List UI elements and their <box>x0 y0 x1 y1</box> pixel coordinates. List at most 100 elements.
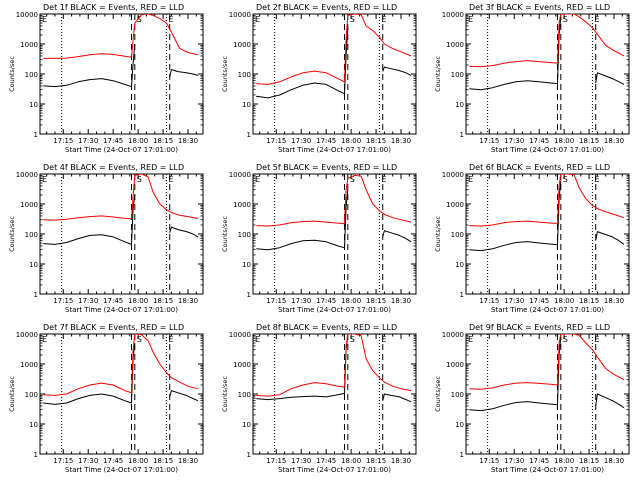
y-tick-label: 100 <box>25 231 38 239</box>
time-marker-label: E <box>168 15 173 24</box>
x-tick-label: 18:15 <box>153 137 173 145</box>
y-tick-label: 10000 <box>16 331 38 339</box>
series-line-events <box>43 194 136 245</box>
x-tick-label: 18:30 <box>178 297 198 305</box>
series-line-lld <box>43 174 199 221</box>
time-marker-label: E <box>468 15 473 24</box>
x-tick-label: 17:45 <box>103 297 123 305</box>
x-tick-label: 18:00 <box>128 457 148 465</box>
y-tick-label: 10 <box>455 261 464 269</box>
series-line-lld <box>43 334 199 396</box>
chart-title: Det 9f BLACK = Events, RED = LLD <box>469 323 610 332</box>
y-tick-label: 10000 <box>442 171 464 179</box>
series-line-events <box>595 231 625 245</box>
time-marker-label: S <box>563 175 568 184</box>
chart-title: Det 3f BLACK = Events, RED = LLD <box>469 3 610 12</box>
series-line-lld <box>256 334 412 397</box>
time-marker-label: S <box>137 15 142 24</box>
y-tick-label: 100 <box>238 71 251 79</box>
x-axis-label: Start Time (24-Oct-07 17:01:00) <box>491 306 604 314</box>
x-tick-label: 17:45 <box>316 457 336 465</box>
series-group <box>256 334 412 403</box>
time-marker-label: E <box>42 15 47 24</box>
series-group <box>43 174 199 245</box>
y-tick-label: 1 <box>247 451 251 459</box>
x-axis-label: Start Time (24-Oct-07 17:01:00) <box>278 146 391 154</box>
y-tick-label: 10 <box>242 101 251 109</box>
y-tick-label: 1 <box>34 451 38 459</box>
x-tick-label: 17:30 <box>78 297 98 305</box>
y-tick-label: 1000 <box>446 361 464 369</box>
plot-frame <box>252 173 417 295</box>
x-tick-label: 18:15 <box>579 137 599 145</box>
x-tick-label: 17:45 <box>529 457 549 465</box>
y-tick-label: 1000 <box>20 201 38 209</box>
series-line-events <box>256 189 349 251</box>
x-tick-label: 18:30 <box>604 457 624 465</box>
y-tick-label: 100 <box>25 71 38 79</box>
y-tick-label: 10 <box>29 101 38 109</box>
x-tick-label: 18:15 <box>366 457 386 465</box>
y-axis-label: Counts/sec <box>221 376 229 412</box>
y-tick-label: 1 <box>460 291 464 299</box>
chart-title: Det 2f BLACK = Events, RED = LLD <box>256 3 397 12</box>
detector-panel: Det 7f BLACK = Events, RED = LLD 1 10 100 10… <box>8 323 204 474</box>
y-axis-label: Counts/sec <box>434 216 442 252</box>
time-marker-label: S <box>350 15 355 24</box>
time-marker-label: E <box>468 175 473 184</box>
time-marker-label: E <box>168 335 173 344</box>
y-tick-label: 100 <box>451 71 464 79</box>
x-tick-label: 17:45 <box>529 297 549 305</box>
x-tick-label: 18:15 <box>366 137 386 145</box>
y-tick-label: 1 <box>247 291 251 299</box>
y-tick-label: 1 <box>460 451 464 459</box>
series-group <box>256 14 412 99</box>
x-tick-label: 17:30 <box>78 457 98 465</box>
x-tick-label: 17:45 <box>529 137 549 145</box>
y-tick-label: 10000 <box>16 171 38 179</box>
plot-frame <box>39 173 204 295</box>
y-axis-label: Counts/sec <box>434 376 442 412</box>
x-tick-label: 17:15 <box>266 457 286 465</box>
series-line-events <box>469 336 562 412</box>
time-marker-label: E <box>594 335 599 344</box>
x-tick-label: 18:30 <box>178 457 198 465</box>
time-marker-label: E <box>42 175 47 184</box>
x-tick-label: 17:15 <box>266 297 286 305</box>
x-axis-label: Start Time (24-Oct-07 17:01:00) <box>491 146 604 154</box>
y-axis-label: Counts/sec <box>8 56 16 92</box>
y-tick-label: 1000 <box>446 201 464 209</box>
series-line-events <box>595 72 625 85</box>
series-line-lld <box>469 334 625 390</box>
x-tick-label: 17:45 <box>316 297 336 305</box>
y-tick-label: 100 <box>451 391 464 399</box>
y-tick-label: 100 <box>451 231 464 239</box>
y-tick-label: 10000 <box>229 171 251 179</box>
x-tick-label: 18:00 <box>554 457 574 465</box>
time-marker-label: S <box>563 335 568 344</box>
plot-frame <box>252 13 417 135</box>
series-line-events <box>382 66 412 76</box>
x-tick-label: 17:15 <box>479 137 499 145</box>
x-tick-label: 17:15 <box>479 457 499 465</box>
time-marker-label: E <box>468 335 473 344</box>
time-marker-label: E <box>381 15 386 24</box>
y-tick-label: 10 <box>455 421 464 429</box>
x-tick-label: 17:15 <box>266 137 286 145</box>
series-line-events <box>469 16 562 91</box>
x-tick-label: 18:00 <box>341 457 361 465</box>
x-tick-label: 17:30 <box>291 137 311 145</box>
time-marker-label: E <box>594 175 599 184</box>
x-tick-label: 18:15 <box>579 457 599 465</box>
series-line-lld <box>256 14 412 85</box>
y-tick-label: 1 <box>460 131 464 139</box>
x-axis-label: Start Time (24-Oct-07 17:01:00) <box>278 306 391 314</box>
x-tick-label: 18:15 <box>153 297 173 305</box>
series-group <box>43 14 199 88</box>
time-marker-label: S <box>563 15 568 24</box>
x-tick-label: 17:15 <box>53 297 73 305</box>
y-axis-label: Counts/sec <box>8 216 16 252</box>
y-tick-label: 1000 <box>233 41 251 49</box>
time-marker-label: E <box>255 15 260 24</box>
x-tick-label: 18:15 <box>153 457 173 465</box>
